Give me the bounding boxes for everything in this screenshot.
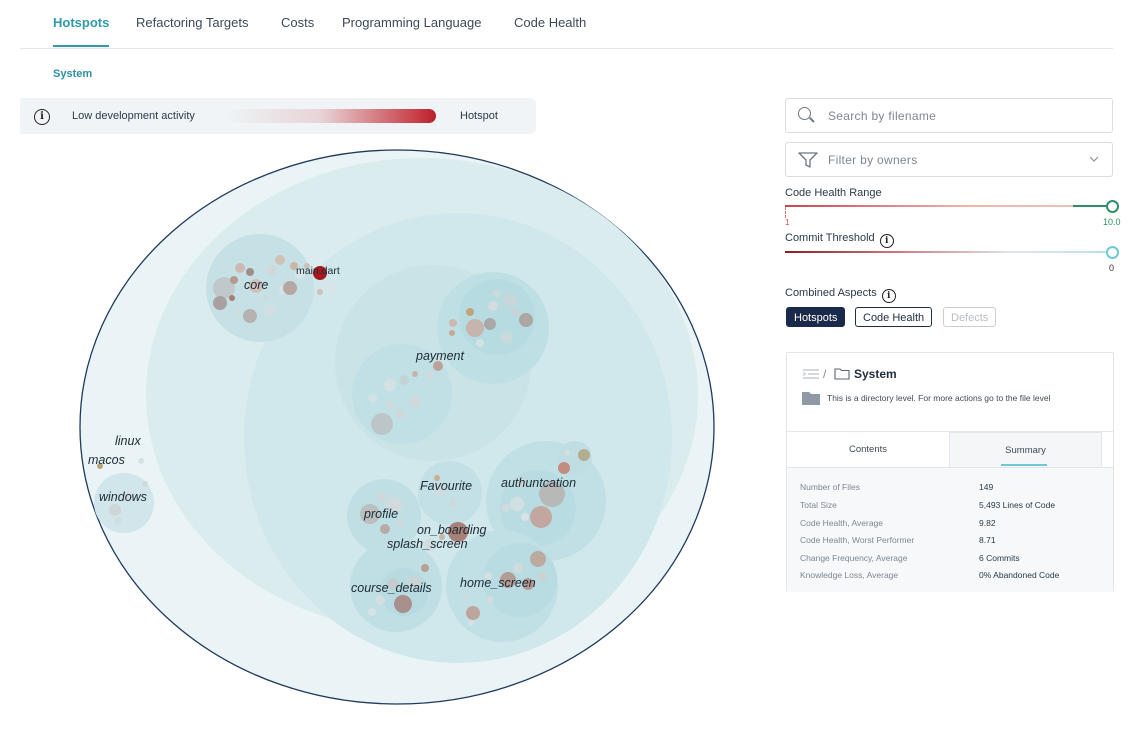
payment-module[interactable] bbox=[335, 265, 549, 461]
summary-value: 149 bbox=[979, 482, 994, 492]
home-screen-label: home_screen bbox=[460, 576, 536, 590]
info-icon[interactable]: i bbox=[879, 234, 894, 248]
details-card: / System This is a directory level. For … bbox=[786, 352, 1114, 592]
indent-list-icon[interactable] bbox=[802, 368, 820, 380]
legend-low-label: Low development activity bbox=[72, 110, 195, 122]
legend-high-label: Hotspot bbox=[460, 110, 498, 122]
aspect-chip-defects: Defects bbox=[943, 307, 997, 327]
folder-icon bbox=[834, 368, 850, 380]
summary-tab-indicator bbox=[1001, 464, 1047, 466]
code-health-range-label: Code Health Range bbox=[785, 187, 882, 199]
commit-threshold-label-row: Commit Threshold i bbox=[785, 232, 894, 248]
code-health-range-min: 1 bbox=[785, 218, 790, 227]
linux-label: linux bbox=[115, 434, 141, 448]
summary-value: 8.71 bbox=[979, 535, 996, 545]
code-health-range-min-marker bbox=[785, 207, 786, 218]
commit-threshold-track[interactable] bbox=[785, 251, 1112, 253]
tab-code-health[interactable]: Code Health bbox=[514, 15, 587, 30]
search-input[interactable] bbox=[826, 105, 1100, 127]
search-box[interactable] bbox=[785, 98, 1113, 133]
authentication-label: authuntcation bbox=[501, 476, 576, 490]
summary-panel: Number of Files 149 Total Size 5,493 Lin… bbox=[787, 467, 1113, 592]
commit-threshold-handle[interactable] bbox=[1106, 246, 1119, 259]
legend-gradient bbox=[228, 109, 436, 123]
on-boarding-label: on_boarding bbox=[417, 523, 487, 537]
aspect-chip-hotspots[interactable]: Hotspots bbox=[786, 307, 846, 327]
summary-label: Code Health, Worst Performer bbox=[800, 535, 915, 545]
chevron-down-icon bbox=[1089, 156, 1099, 162]
core-module[interactable] bbox=[206, 234, 314, 342]
owner-filter-placeholder: Filter by owners bbox=[828, 153, 918, 167]
tab-summary[interactable]: Summary bbox=[949, 432, 1102, 468]
summary-value: 0% Abandoned Code bbox=[979, 570, 1060, 580]
breadcrumb[interactable]: System bbox=[53, 68, 93, 80]
home-screen-module[interactable] bbox=[446, 530, 558, 642]
summary-value: 6 Commits bbox=[979, 553, 1020, 563]
splash-screen-label: splash_screen bbox=[387, 537, 468, 551]
hotspot-map[interactable]: core main.dart payment linux macos windo… bbox=[70, 140, 730, 710]
summary-value: 5,493 Lines of Code bbox=[979, 500, 1056, 510]
directory-folder-icon bbox=[802, 392, 820, 405]
directory-level-note: This is a directory level. For more acti… bbox=[827, 393, 1051, 403]
summary-value: 9.82 bbox=[979, 518, 996, 528]
windows-label: windows bbox=[99, 490, 147, 504]
combined-aspects-label: Combined Aspects bbox=[785, 287, 877, 299]
tab-programming-language[interactable]: Programming Language bbox=[342, 15, 482, 30]
summary-label: Knowledge Loss, Average bbox=[800, 570, 899, 580]
payment-label: payment bbox=[415, 349, 464, 363]
current-path[interactable]: System bbox=[854, 367, 897, 381]
tab-bar: Hotspots Refactoring Targets Costs Progr… bbox=[20, 0, 1113, 49]
info-icon[interactable]: i bbox=[881, 289, 896, 303]
aspect-chip-code-health[interactable]: Code Health bbox=[855, 307, 933, 327]
summary-label: Code Health, Average bbox=[800, 518, 884, 528]
filter-icon bbox=[798, 152, 818, 168]
profile-label: profile bbox=[363, 507, 398, 521]
commit-threshold-value: 0 bbox=[1109, 263, 1115, 273]
main-dart-file[interactable] bbox=[313, 266, 338, 295]
main-dart-label: main.dart bbox=[296, 265, 340, 277]
hotspot-legend: i Low development activity Hotspot bbox=[20, 98, 536, 134]
authentication-module[interactable] bbox=[486, 441, 606, 561]
owner-filter-dropdown[interactable]: Filter by owners bbox=[785, 142, 1113, 177]
core-label: core bbox=[244, 278, 268, 292]
on-boarding-module[interactable] bbox=[424, 522, 468, 551]
info-icon[interactable]: i bbox=[34, 109, 50, 125]
favourite-label: Favourite bbox=[420, 479, 472, 493]
active-tab-indicator bbox=[53, 45, 109, 47]
tab-hotspots[interactable]: Hotspots bbox=[53, 15, 110, 30]
code-health-range-handle[interactable] bbox=[1106, 200, 1119, 213]
search-icon bbox=[798, 107, 811, 120]
summary-label: Number of Files bbox=[800, 482, 860, 492]
course-details-label: course_details bbox=[351, 581, 432, 595]
summary-label: Total Size bbox=[800, 500, 837, 510]
summary-label: Change Frequency, Average bbox=[800, 553, 908, 563]
commit-threshold-label: Commit Threshold bbox=[785, 232, 875, 244]
code-health-range-track[interactable] bbox=[785, 205, 1112, 207]
tab-costs[interactable]: Costs bbox=[281, 15, 315, 30]
platform-modules[interactable] bbox=[94, 458, 154, 533]
profile-module[interactable] bbox=[347, 479, 421, 553]
path-separator: / bbox=[823, 367, 827, 381]
tab-contents[interactable]: Contents bbox=[787, 432, 949, 468]
code-health-range-max: 10.0 bbox=[1103, 217, 1121, 227]
tab-refactoring-targets[interactable]: Refactoring Targets bbox=[136, 15, 249, 30]
combined-aspects-label-row: Combined Aspects i bbox=[785, 287, 896, 303]
macos-label: macos bbox=[88, 453, 125, 467]
favourite-module[interactable] bbox=[418, 461, 482, 525]
details-tab-bar: Contents Summary bbox=[787, 431, 1113, 468]
course-details-module[interactable] bbox=[350, 540, 442, 632]
